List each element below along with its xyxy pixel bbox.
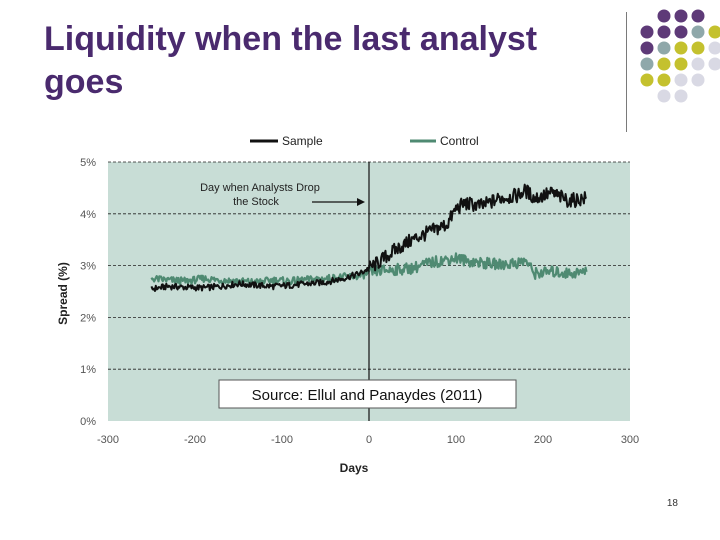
- x-tick-label: 100: [447, 434, 465, 446]
- decorative-dot: [674, 89, 688, 103]
- decorative-dot: [674, 9, 688, 23]
- decorative-dot: [691, 25, 705, 39]
- decorative-dot: [657, 73, 671, 87]
- decorative-dot: [674, 41, 688, 55]
- y-axis-ticks: 0% 1% 2% 3% 4% 5%: [80, 157, 96, 428]
- decorative-dot: [691, 73, 705, 87]
- decorative-dot: [657, 41, 671, 55]
- source-box-frame: [218, 379, 517, 409]
- decorative-dot: [657, 9, 671, 23]
- decorative-dot: [657, 57, 671, 71]
- y-axis-label: Spread (%): [56, 262, 70, 325]
- x-tick-label: -300: [97, 434, 119, 446]
- slide-title: Liquidity when the last analyst goes: [44, 20, 538, 101]
- legend: Sample Control: [250, 134, 479, 148]
- y-tick-label: 0%: [80, 416, 96, 428]
- legend-control-label: Control: [440, 134, 479, 148]
- decorative-dot: [657, 25, 671, 39]
- annotation-arrowhead: [357, 198, 365, 206]
- decorative-dot: [708, 41, 720, 55]
- y-tick-label: 2%: [80, 312, 96, 324]
- x-tick-label: 0: [366, 434, 372, 446]
- y-tick-label: 5%: [80, 157, 96, 169]
- decorative-dot: [657, 89, 671, 103]
- annotation: Day when Analysts Drop the Stock: [200, 182, 365, 208]
- decorative-dot: [674, 57, 688, 71]
- x-tick-label: -200: [184, 434, 206, 446]
- y-tick-label: 1%: [80, 364, 96, 376]
- x-tick-label: -100: [271, 434, 293, 446]
- y-tick-label: 4%: [80, 209, 96, 221]
- source-note: Source: Ellul and Panaydes (2011): [252, 387, 483, 404]
- decorative-dot: [674, 73, 688, 87]
- legend-sample-label: Sample: [282, 134, 323, 148]
- decorative-dot: [691, 57, 705, 71]
- decorative-dot: [708, 57, 720, 71]
- decorative-dot: [691, 9, 705, 23]
- x-tick-label: 200: [534, 434, 552, 446]
- annotation-line-1: Day when Analysts Drop: [200, 182, 320, 194]
- x-axis-ticks: -300 -200 -100 0 100 200 300: [97, 434, 639, 446]
- annotation-line-2: the Stock: [233, 196, 279, 208]
- title-divider: [626, 12, 627, 132]
- y-tick-label: 3%: [80, 261, 96, 273]
- decorative-dot: [640, 57, 654, 71]
- decorative-dot: [640, 41, 654, 55]
- decorative-dot: [691, 41, 705, 55]
- decorative-dot: [674, 25, 688, 39]
- page-number: 18: [666, 498, 678, 509]
- decorative-dot: [708, 25, 720, 39]
- source-box: Source: Ellul and Panaydes (2011): [218, 379, 517, 409]
- x-axis-label: Days: [340, 461, 369, 475]
- x-tick-label: 300: [621, 434, 639, 446]
- decorative-dot: [640, 25, 654, 39]
- decorative-dot: [640, 73, 654, 87]
